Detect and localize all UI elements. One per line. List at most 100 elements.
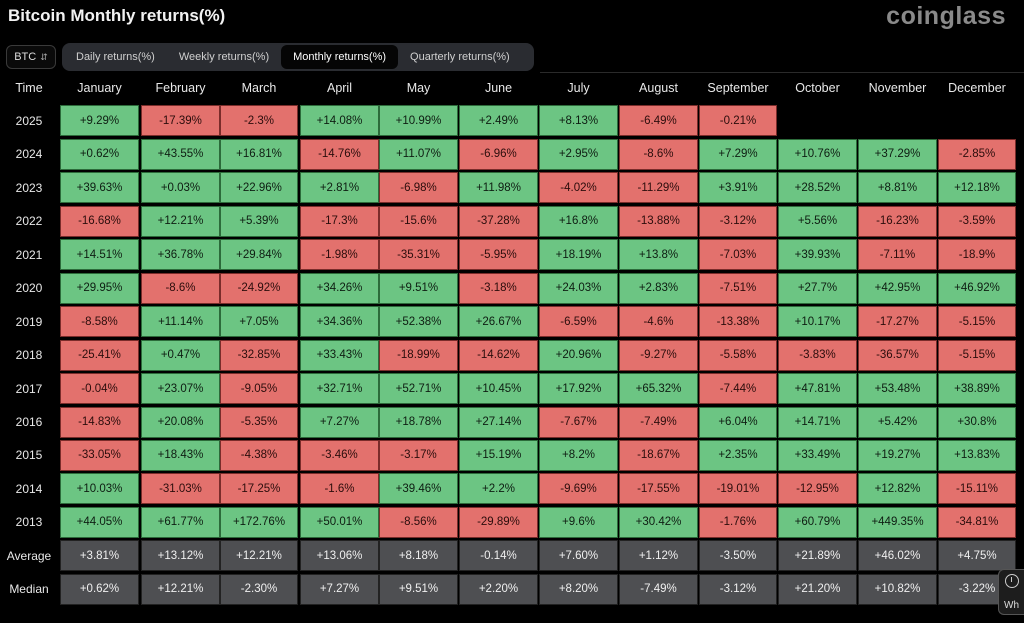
column-header-month: May [406,80,431,95]
stat-cell: -3.50% [699,540,777,572]
stat-cell: +7.27% [300,573,379,605]
table-row: 2013 +44.05% +61.77% +172.76% +50.01% -8.56% -… [0,506,1024,540]
return-cell: -37.28% [459,205,538,237]
return-cell: -5.15% [938,339,1016,371]
return-cell: +6.04% [699,406,777,438]
return-cell: -18.99% [379,339,458,371]
return-cell: +28.52% [778,172,857,204]
return-cell: -31.03% [141,473,220,505]
return-cell: +20.08% [141,406,220,438]
return-cell: +30.8% [938,406,1016,438]
return-cell: -3.17% [379,439,458,471]
table-row: 2018 -25.41% +0.47% -32.85% +33.43% -18.99% -1… [0,339,1024,373]
stat-cell: +13.12% [141,540,220,572]
return-cell: +12.82% [858,473,937,505]
return-cell: +26.67% [459,306,538,338]
return-cell: +36.78% [141,239,220,271]
return-cell: +15.19% [459,439,538,471]
year-label: 2020 [15,281,43,296]
stat-cell: +21.20% [778,573,857,605]
return-cell: +2.83% [619,272,698,304]
year-label: 2024 [15,147,43,162]
return-cell: +27.14% [459,406,538,438]
table-row: 2019 -8.58% +11.14% +7.05% +34.36% +52.38% +26… [0,306,1024,339]
return-cell: +8.2% [539,439,618,471]
return-cell: -1.76% [699,506,777,538]
table-row: 2024 +0.62% +43.55% +16.81% -14.76% +11.07% -6… [0,138,1024,172]
stat-label: Average [6,548,52,563]
year-label: 2014 [15,481,43,496]
return-cell: -13.88% [619,205,698,237]
return-cell: +39.93% [778,239,857,271]
stat-cell: +0.62% [60,573,139,605]
return-cell: -7.51% [699,272,777,304]
return-cell: -6.59% [539,306,618,338]
return-cell: -7.67% [539,406,618,438]
column-header-month: January [77,80,122,95]
return-cell: +7.29% [699,138,777,170]
help-widget[interactable]: Wh [998,569,1024,615]
asset-select[interactable]: BTC ⇵ [6,45,56,69]
year-label: 2018 [15,348,43,363]
tab-weekly-returns[interactable]: Weekly returns(%) [178,51,270,63]
stat-cell: +2.20% [459,573,538,605]
return-cell: +34.26% [300,272,379,304]
table-row: 2023 +39.63% +0.03% +22.96% +2.81% -6.98% +11.… [0,172,1024,205]
return-cell: -17.3% [300,205,379,237]
stat-cell: -0.14% [459,540,538,572]
year-label: 2022 [15,214,43,229]
return-cell: +14.08% [300,105,379,137]
return-cell: +23.07% [141,373,220,405]
return-cell: -15.11% [938,473,1016,505]
returns-tabs: Daily returns(%) Weekly returns(%) Monthly… [62,43,534,71]
stat-cell: +10.82% [858,573,937,605]
return-cell: -3.12% [699,205,777,237]
return-cell: -1.6% [300,473,379,505]
return-cell: +12.18% [938,172,1016,204]
return-cell: +10.99% [379,105,458,137]
return-cell: +39.63% [60,172,139,204]
return-cell: +2.49% [459,105,538,137]
stat-cell: -2.30% [220,573,298,605]
return-cell: +7.05% [220,306,298,338]
return-cell: +10.17% [778,306,857,338]
table-row: 2017 -0.04% +23.07% -9.05% +32.71% +52.71% +10… [0,373,1024,406]
stat-cell: -7.49% [619,573,698,605]
return-cell: +172.76% [220,506,298,538]
return-cell: -24.92% [220,272,298,304]
return-cell: +52.38% [379,306,458,338]
return-cell: -19.01% [699,473,777,505]
return-cell: +24.03% [539,272,618,304]
tab-monthly-returns[interactable]: Monthly returns(%) [281,45,399,69]
column-header-month: November [868,80,927,95]
chevron-updown-icon: ⇵ [40,51,48,62]
stat-cell: -3.12% [699,573,777,605]
return-cell: +42.95% [858,272,937,304]
return-cell: +60.79% [778,506,857,538]
column-header-month: August [639,80,678,95]
return-cell: -7.44% [699,373,777,405]
column-header-month: December [948,80,1006,95]
return-cell: -6.98% [379,172,458,204]
return-cell: -4.02% [539,172,618,204]
return-cell: +2.35% [699,439,777,471]
tab-daily-returns[interactable]: Daily returns(%) [76,51,155,63]
return-cell: +27.7% [778,272,857,304]
return-cell: +29.84% [220,239,298,271]
return-cell: +5.42% [858,406,937,438]
return-cell: +5.56% [778,205,857,237]
return-cell: +16.8% [539,205,618,237]
page-title: Bitcoin Monthly returns(%) [8,6,226,25]
stat-cell: +3.81% [60,540,139,572]
return-cell: -8.6% [619,138,698,170]
tab-quarterly-returns[interactable]: Quarterly returns(%) [410,51,510,63]
return-cell: +449.35% [858,506,937,538]
return-cell: -9.69% [539,473,618,505]
stat-cell: +7.60% [539,540,618,572]
table-row: 2022 -16.68% +12.21% +5.39% -17.3% -15.6% -37.… [0,205,1024,239]
stat-cell: +4.75% [938,540,1016,572]
return-cell: -0.21% [699,105,777,137]
stat-cell: +1.12% [619,540,698,572]
return-cell: -29.89% [459,506,538,538]
stat-cell: +13.06% [300,540,379,572]
